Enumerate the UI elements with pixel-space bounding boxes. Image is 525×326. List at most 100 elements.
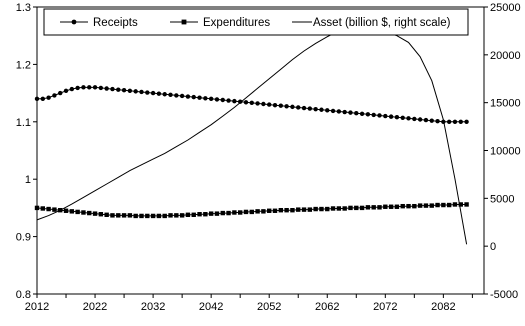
data-point-receipts	[121, 88, 127, 93]
data-point-expenditures	[464, 202, 469, 207]
data-point-expenditures	[458, 202, 463, 207]
legend-box	[43, 8, 469, 36]
data-point-expenditures	[162, 213, 167, 219]
legend-label: Expenditures	[203, 17, 270, 29]
data-point-expenditures	[336, 206, 342, 211]
data-point-expenditures	[423, 203, 429, 208]
data-point-receipts	[423, 117, 429, 123]
data-point-receipts	[255, 101, 260, 106]
x-tick-label: 2072	[373, 301, 397, 313]
data-point-expenditures	[307, 207, 313, 212]
data-point-receipts	[116, 87, 121, 92]
data-point-receipts	[191, 94, 196, 100]
data-point-receipts	[249, 100, 254, 106]
y2-tick-label: 0	[490, 241, 496, 253]
data-point-expenditures	[214, 211, 220, 216]
data-point-receipts	[429, 118, 434, 123]
data-point-receipts	[464, 119, 469, 125]
legend-marker-square	[181, 19, 187, 25]
data-point-expenditures	[284, 207, 289, 213]
data-point-expenditures	[191, 212, 196, 217]
data-point-receipts	[150, 90, 156, 96]
data-point-expenditures	[92, 211, 98, 216]
data-point-receipts	[168, 92, 173, 98]
data-point-receipts	[359, 111, 365, 116]
data-point-expenditures	[87, 210, 92, 216]
data-point-expenditures	[452, 202, 458, 207]
y-tick-label: 1	[25, 174, 31, 186]
data-point-receipts	[87, 85, 92, 90]
data-point-receipts	[110, 86, 115, 92]
data-point-expenditures	[145, 213, 150, 219]
y-tick-label: 1.2	[16, 59, 31, 71]
x-tick-label: 2022	[83, 301, 107, 313]
data-point-expenditures	[417, 203, 423, 208]
data-point-receipts	[406, 116, 411, 121]
plot-frame	[36, 6, 485, 295]
data-point-receipts	[354, 110, 359, 116]
chart-axes: 0.8 0.9 1 1.1 1.2 1.3 -5000 0 5000 10000 15000 2000…	[16, 2, 521, 313]
data-point-expenditures	[104, 212, 109, 217]
data-point-expenditures	[249, 209, 254, 215]
data-point-receipts	[313, 106, 318, 112]
data-point-receipts	[394, 115, 400, 120]
data-point-receipts	[98, 85, 104, 91]
data-point-receipts	[296, 105, 301, 110]
data-point-expenditures	[168, 213, 173, 218]
data-point-expenditures	[446, 202, 452, 208]
data-point-receipts	[214, 97, 220, 102]
data-point-expenditures	[412, 203, 417, 209]
data-point-expenditures	[278, 207, 284, 213]
data-point-expenditures	[348, 205, 353, 211]
y2-tick-label: 25000	[490, 2, 521, 14]
data-point-expenditures	[232, 210, 237, 215]
data-point-expenditures	[127, 213, 133, 218]
data-point-receipts	[127, 88, 133, 94]
data-point-receipts	[371, 112, 376, 118]
data-point-receipts	[342, 109, 347, 115]
x-tick-label: 2012	[25, 301, 49, 313]
data-point-receipts	[458, 119, 463, 125]
data-point-expenditures	[226, 210, 231, 216]
data-point-expenditures	[435, 202, 440, 208]
data-point-expenditures	[52, 207, 57, 212]
data-point-expenditures	[383, 204, 388, 209]
data-point-expenditures	[174, 213, 179, 218]
data-point-expenditures	[237, 210, 243, 215]
data-point-expenditures	[121, 213, 127, 218]
legend-label: Receipts	[93, 17, 138, 29]
y2-tick-label: 5000	[490, 193, 514, 205]
data-point-expenditures	[156, 213, 162, 219]
data-point-expenditures	[261, 209, 266, 214]
data-point-receipts	[208, 96, 214, 102]
x-tick-label: 2062	[315, 301, 339, 313]
data-point-expenditures	[394, 204, 400, 209]
data-point-receipts	[435, 119, 440, 124]
y-tick-label: 0.8	[16, 289, 31, 301]
data-point-receipts	[267, 102, 272, 107]
data-point-receipts	[58, 90, 63, 96]
data-point-expenditures	[46, 206, 51, 212]
data-point-expenditures	[400, 203, 405, 209]
data-point-expenditures	[330, 206, 336, 211]
data-point-expenditures	[243, 209, 249, 215]
legend-label: Asset (billion $, right scale)	[313, 17, 451, 29]
data-point-expenditures	[98, 212, 104, 217]
data-point-expenditures	[296, 207, 301, 212]
data-point-receipts	[156, 91, 162, 96]
data-point-receipts	[301, 105, 307, 111]
x-tick-label: 2042	[199, 301, 223, 313]
data-point-expenditures	[342, 206, 347, 211]
data-point-expenditures	[220, 210, 225, 216]
data-point-receipts	[69, 86, 75, 92]
data-point-receipts	[452, 119, 458, 125]
data-point-expenditures	[69, 209, 75, 214]
data-point-expenditures	[429, 203, 434, 208]
data-point-receipts	[174, 93, 179, 98]
data-point-receipts	[446, 119, 452, 125]
data-point-expenditures	[139, 213, 144, 219]
data-point-receipts	[197, 95, 202, 100]
data-point-expenditures	[272, 208, 278, 213]
data-point-receipts	[133, 89, 138, 94]
